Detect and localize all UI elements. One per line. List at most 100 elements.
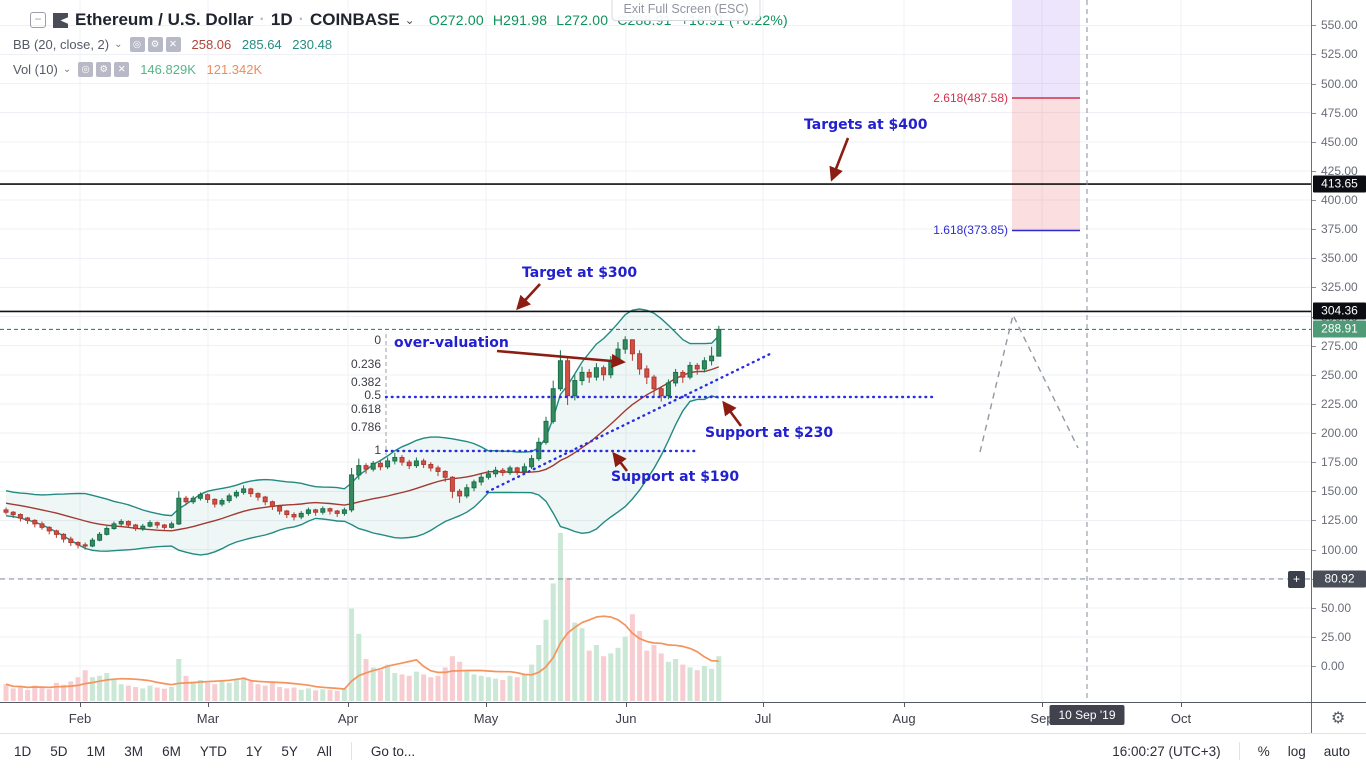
exit-fullscreen-button[interactable]: Exit Full Screen (ESC) [611, 0, 761, 21]
time-axis-label-jun: Jun [615, 711, 637, 726]
price-badge-304.36: 304.36 [1313, 302, 1366, 320]
range-5y[interactable]: 5Y [281, 743, 298, 759]
price-axis[interactable]: 550.00 525.00 500.00 475.00 450.00 425.00 400.… [1311, 0, 1366, 702]
price-axis-label: 175.00 [1321, 455, 1358, 470]
price-axis-tick [1312, 141, 1316, 143]
range-all[interactable]: All [316, 743, 332, 759]
chevron-down-icon[interactable]: ⌄ [404, 13, 415, 27]
annotation-support-190[interactable]: Support at $190 [611, 469, 740, 485]
instrument-logo-icon [53, 12, 68, 28]
range-3m[interactable]: 3M [124, 743, 144, 759]
clock-label[interactable]: 16:00:27 (UTC+3) [1112, 743, 1221, 759]
chart-pane: 550.00 525.00 500.00 475.00 450.00 425.00 400.… [0, 0, 1366, 702]
fib-retracement-level-0.236[interactable]: 0.236 [350, 357, 381, 371]
separator-dot: · [298, 11, 304, 28]
high-value: H291.98 [492, 12, 548, 28]
range-1m[interactable]: 1M [86, 743, 106, 759]
fib-extension-label-1618[interactable]: 1.618(373.85) [933, 223, 1008, 238]
price-badge-80.92: 80.92 [1313, 570, 1366, 588]
price-axis-tick [1312, 54, 1316, 56]
fib-retracement-level-0.618[interactable]: 0.618 [350, 402, 381, 416]
price-axis-tick [1312, 229, 1316, 231]
time-axis-tick [208, 703, 209, 707]
volume-bars [3, 533, 722, 701]
time-axis-tick [763, 703, 764, 707]
hide-indicator-icon[interactable]: ◎ [78, 62, 94, 77]
price-axis-tick [1312, 607, 1316, 609]
fib-retracement-level-1[interactable]: 1 [374, 443, 381, 457]
annotation-support-230[interactable]: Support at $230 [705, 425, 834, 441]
range-5d[interactable]: 5D [50, 743, 68, 759]
price-axis-label: 150.00 [1321, 484, 1358, 499]
price-axis-tick [1312, 25, 1316, 27]
price-axis-tick [1312, 374, 1316, 376]
time-axis[interactable]: ⚙ Feb Mar Apr May Jun Jul Aug Sep Oct 10 Sep '19 [0, 702, 1366, 734]
remove-indicator-icon[interactable]: ✕ [165, 37, 181, 52]
goto-button[interactable]: Go to... [370, 743, 416, 759]
candles [3, 325, 722, 550]
range-1y[interactable]: 1Y [245, 743, 263, 759]
chart-canvas[interactable] [0, 0, 1311, 702]
price-axis-label: 400.00 [1321, 193, 1358, 207]
range-ytd[interactable]: YTD [199, 743, 227, 759]
volume-value: 146.829K [140, 62, 196, 77]
price-axis-label: 125.00 [1321, 513, 1358, 528]
fib-retracement-level-0.382[interactable]: 0.382 [350, 375, 381, 389]
hide-indicator-icon[interactable]: ◎ [129, 37, 145, 52]
log-scale-button[interactable]: log [1287, 743, 1306, 759]
annotation-over-valuation[interactable]: over-valuation [394, 335, 509, 351]
time-axis-label-apr: Apr [337, 711, 359, 726]
fib-retracement-level-0[interactable]: 0 [374, 333, 381, 347]
price-axis-label: 525.00 [1321, 47, 1358, 62]
bb-indicator-label[interactable]: BB (20, close, 2) [13, 37, 110, 52]
annotation-targets-400[interactable]: Targets at $400 [804, 117, 928, 133]
add-alert-plus-button[interactable]: + [1288, 571, 1305, 588]
axis-corner: ⚙ [1311, 703, 1366, 734]
price-axis-label: 25.00 [1321, 629, 1352, 644]
price-axis-label: 50.00 [1321, 600, 1352, 615]
indicator-settings-icon[interactable]: ⚙ [147, 37, 163, 52]
price-axis-label: 0.00 [1321, 659, 1345, 673]
price-axis-tick [1312, 520, 1316, 522]
bollinger-lines [5, 308, 720, 556]
time-axis-tick [80, 703, 81, 707]
chevron-down-icon[interactable]: ⌄ [62, 64, 72, 75]
percent-scale-button[interactable]: % [1257, 743, 1270, 759]
interval-label[interactable]: 1D [270, 10, 293, 29]
price-levels [0, 183, 1311, 313]
price-axis-tick [1312, 403, 1316, 405]
price-axis-label: 325.00 [1321, 280, 1358, 295]
time-axis-tick [1181, 703, 1182, 707]
price-axis-tick [1312, 549, 1316, 551]
price-axis-label: 250.00 [1321, 367, 1358, 382]
exchange-label[interactable]: COINBASE [309, 10, 400, 29]
chart-settings-gear-icon[interactable]: ⚙ [1331, 708, 1346, 727]
time-axis-tick [904, 703, 905, 707]
open-value: O272.00 [428, 12, 484, 28]
price-axis-tick [1312, 200, 1316, 201]
volume-indicator-label[interactable]: Vol (10) [13, 62, 58, 77]
bollinger-band [6, 309, 719, 555]
price-axis-label: 350.00 [1321, 251, 1358, 266]
symbol-title[interactable]: Ethereum / U.S. Dollar [75, 10, 254, 29]
time-axis-label-sep: Sep [1030, 711, 1054, 726]
remove-indicator-icon[interactable]: ✕ [114, 62, 130, 77]
range-1d[interactable]: 1D [14, 743, 32, 759]
price-axis-tick [1312, 112, 1316, 114]
gridlines [0, 0, 1311, 702]
price-axis-label: 450.00 [1321, 134, 1358, 149]
fib-retracement-level-0.786[interactable]: 0.786 [350, 420, 381, 434]
annotation-target-300[interactable]: Target at $300 [522, 265, 638, 281]
collapse-legend-button[interactable]: − [30, 12, 46, 28]
projection-dashed-lines [979, 312, 1079, 453]
fib-extension-label-2618[interactable]: 2.618(487.58) [933, 90, 1008, 105]
chevron-down-icon[interactable]: ⌄ [114, 39, 123, 50]
price-axis-tick [1312, 666, 1316, 667]
auto-scale-button[interactable]: auto [1323, 743, 1350, 759]
range-6m[interactable]: 6M [162, 743, 181, 759]
low-value: L272.00 [556, 12, 609, 28]
time-axis-tick [1042, 703, 1043, 707]
price-axis-tick [1312, 170, 1316, 172]
fib-retracement-level-0.5[interactable]: 0.5 [364, 388, 381, 402]
indicator-settings-icon[interactable]: ⚙ [96, 62, 112, 77]
